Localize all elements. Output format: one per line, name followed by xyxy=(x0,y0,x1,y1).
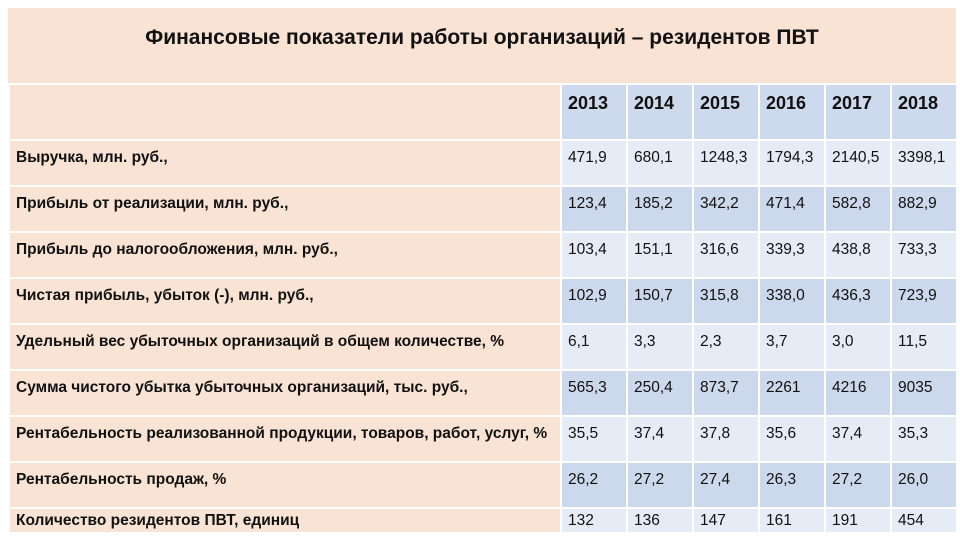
row-label: Рентабельность реализованной продукции, … xyxy=(10,417,560,463)
value-cell: 582,8 xyxy=(826,187,890,233)
value-cell: 185,2 xyxy=(628,187,692,233)
value-cell: 35,6 xyxy=(760,417,824,463)
value-cell: 471,4 xyxy=(760,187,824,233)
value-cell: 35,5 xyxy=(562,417,626,463)
table-row: Прибыль до налогообложения, млн. руб., 10… xyxy=(10,233,956,279)
row-label: Сумма чистого убытка убыточных организац… xyxy=(10,371,560,417)
year-header: 2018 xyxy=(892,85,956,141)
value-cell: 6,1 xyxy=(562,325,626,371)
table-row: Рентабельность реализованной продукции, … xyxy=(10,417,956,463)
value-cell: 4216 xyxy=(826,371,890,417)
row-label: Прибыль от реализации, млн. руб., xyxy=(10,187,560,233)
value-cell: 11,5 xyxy=(892,325,956,371)
value-cell: 3,3 xyxy=(628,325,692,371)
value-cell: 37,8 xyxy=(694,417,758,463)
value-cell: 3,0 xyxy=(826,325,890,371)
value-cell: 123,4 xyxy=(562,187,626,233)
value-cell: 342,2 xyxy=(694,187,758,233)
table-row: Чистая прибыль, убыток (-), млн. руб., 10… xyxy=(10,279,956,325)
value-cell: 3398,1 xyxy=(892,141,956,187)
header-label-cell xyxy=(10,85,560,141)
value-cell: 26,2 xyxy=(562,463,626,509)
value-cell: 680,1 xyxy=(628,141,692,187)
row-label: Выручка, млн. руб., xyxy=(10,141,560,187)
value-cell: 471,9 xyxy=(562,141,626,187)
value-cell: 2,3 xyxy=(694,325,758,371)
value-cell: 873,7 xyxy=(694,371,758,417)
value-cell: 103,4 xyxy=(562,233,626,279)
value-cell: 338,0 xyxy=(760,279,824,325)
header-row: 2013 2014 2015 2016 2017 2018 xyxy=(10,85,956,141)
value-cell: 27,2 xyxy=(826,463,890,509)
value-cell: 37,4 xyxy=(628,417,692,463)
value-cell: 436,3 xyxy=(826,279,890,325)
value-cell: 565,3 xyxy=(562,371,626,417)
value-cell: 161 xyxy=(760,509,824,534)
year-header: 2017 xyxy=(826,85,890,141)
value-cell: 132 xyxy=(562,509,626,534)
title-bar: Финансовые показатели работы организаций… xyxy=(8,8,956,84)
year-header: 2015 xyxy=(694,85,758,141)
table-row: Выручка, млн. руб., 471,9 680,1 1248,3 1794,… xyxy=(10,141,956,187)
year-header: 2014 xyxy=(628,85,692,141)
value-cell: 136 xyxy=(628,509,692,534)
value-cell: 151,1 xyxy=(628,233,692,279)
value-cell: 150,7 xyxy=(628,279,692,325)
row-label: Рентабельность продаж, % xyxy=(10,463,560,509)
value-cell: 27,4 xyxy=(694,463,758,509)
value-cell: 102,9 xyxy=(562,279,626,325)
value-cell: 339,3 xyxy=(760,233,824,279)
table-title: Финансовые показатели работы организаций… xyxy=(145,26,819,49)
value-cell: 35,3 xyxy=(892,417,956,463)
value-cell: 26,3 xyxy=(760,463,824,509)
value-cell: 1248,3 xyxy=(694,141,758,187)
value-cell: 316,6 xyxy=(694,233,758,279)
value-cell: 733,3 xyxy=(892,233,956,279)
value-cell: 2261 xyxy=(760,371,824,417)
year-header: 2013 xyxy=(562,85,626,141)
row-label: Количество резидентов ПВТ, единиц xyxy=(10,509,560,534)
value-cell: 723,9 xyxy=(892,279,956,325)
table-row: Сумма чистого убытка убыточных организац… xyxy=(10,371,956,417)
value-cell: 882,9 xyxy=(892,187,956,233)
year-header: 2016 xyxy=(760,85,824,141)
value-cell: 315,8 xyxy=(694,279,758,325)
financial-table: 2013 2014 2015 2016 2017 2018 Выручка, м… xyxy=(8,85,958,534)
value-cell: 1794,3 xyxy=(760,141,824,187)
value-cell: 438,8 xyxy=(826,233,890,279)
table-row: Количество резидентов ПВТ, единиц 132 136 1… xyxy=(10,509,956,534)
row-label: Чистая прибыль, убыток (-), млн. руб., xyxy=(10,279,560,325)
table-row: Прибыль от реализации, млн. руб., 123,4 18… xyxy=(10,187,956,233)
value-cell: 9035 xyxy=(892,371,956,417)
value-cell: 250,4 xyxy=(628,371,692,417)
value-cell: 37,4 xyxy=(826,417,890,463)
value-cell: 454 xyxy=(892,509,956,534)
value-cell: 27,2 xyxy=(628,463,692,509)
row-label: Удельный вес убыточных организаций в общ… xyxy=(10,325,560,371)
value-cell: 191 xyxy=(826,509,890,534)
value-cell: 26,0 xyxy=(892,463,956,509)
table-row: Рентабельность продаж, % 26,2 27,2 27,4 26,3… xyxy=(10,463,956,509)
value-cell: 2140,5 xyxy=(826,141,890,187)
value-cell: 3,7 xyxy=(760,325,824,371)
value-cell: 147 xyxy=(694,509,758,534)
table-row: Удельный вес убыточных организаций в общ… xyxy=(10,325,956,371)
slide: Финансовые показатели работы организаций… xyxy=(8,8,958,534)
row-label: Прибыль до налогообложения, млн. руб., xyxy=(10,233,560,279)
